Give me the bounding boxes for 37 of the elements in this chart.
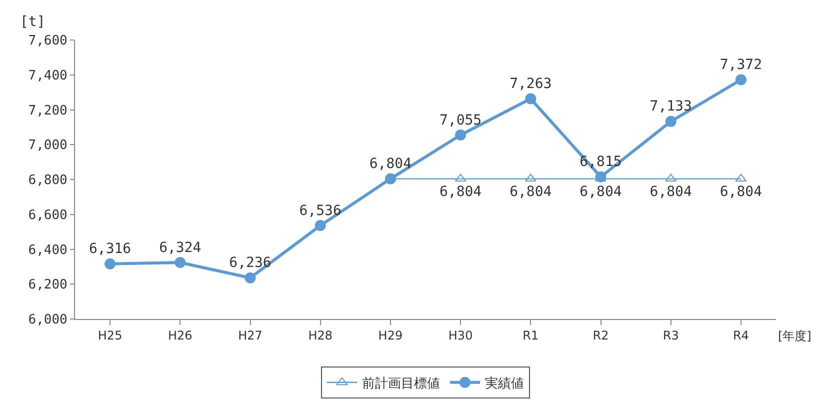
data-label: 6,804: [510, 184, 552, 200]
x-tick-label: H26: [168, 328, 192, 342]
x-tick-label: H27: [238, 328, 262, 342]
y-tick-label: 6,400: [28, 242, 68, 258]
y-tick-label: 6,000: [28, 312, 68, 328]
y-tick-label: 6,800: [28, 173, 68, 188]
y-axis-title: [t]: [20, 14, 46, 30]
data-label: 6,536: [299, 202, 342, 219]
x-tick-label: R2: [592, 328, 609, 342]
data-label: 6,804: [650, 184, 692, 200]
data-label: 6,236: [229, 255, 272, 272]
data-label: 7,372: [720, 57, 762, 74]
legend-label: 前計画目標値: [362, 376, 440, 392]
x-tick-label: H28: [308, 328, 332, 342]
legend-label: 実績値: [485, 375, 524, 392]
x-axis-title: [年度]: [778, 329, 812, 343]
x-tick-label: R1: [522, 328, 539, 342]
y-tick-label: 6,600: [28, 208, 68, 223]
data-label: 7,263: [510, 76, 552, 92]
data-label: 6,804: [580, 184, 622, 200]
x-tick-label: H30: [448, 328, 473, 342]
y-tick-label: 7,600: [28, 34, 68, 49]
data-label: 7,133: [650, 98, 692, 115]
x-tick-label: R3: [662, 328, 679, 342]
x-tick-label: H25: [98, 328, 122, 342]
y-tick-label: 7,200: [28, 103, 68, 118]
data-label: 7,055: [439, 112, 482, 128]
y-tick-label: 7,000: [28, 138, 68, 154]
x-tick-label: R4: [732, 328, 749, 342]
x-tick-label: H29: [378, 328, 403, 342]
data-label: 6,316: [88, 241, 132, 258]
y-tick-label: 7,400: [28, 68, 68, 84]
data-label: 6,804: [720, 184, 762, 200]
y-tick-label: 6,200: [28, 278, 68, 293]
data-label: 6,804: [369, 156, 412, 172]
data-label: 6,324: [159, 240, 202, 256]
data-label: 6,804: [439, 184, 482, 200]
